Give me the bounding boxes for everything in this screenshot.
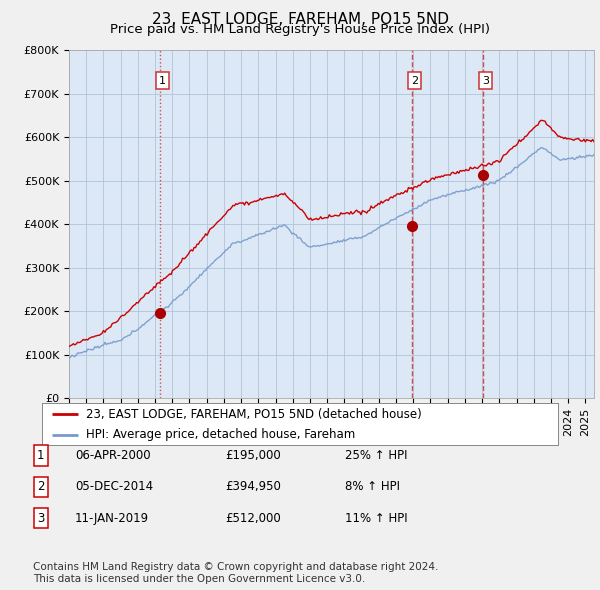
Text: 06-APR-2000: 06-APR-2000 (75, 449, 151, 462)
Text: 8% ↑ HPI: 8% ↑ HPI (345, 480, 400, 493)
Text: 2: 2 (37, 480, 44, 493)
Text: Contains HM Land Registry data © Crown copyright and database right 2024.
This d: Contains HM Land Registry data © Crown c… (33, 562, 439, 584)
Text: 3: 3 (482, 76, 489, 86)
Text: HPI: Average price, detached house, Fareham: HPI: Average price, detached house, Fare… (86, 428, 355, 441)
Text: 23, EAST LODGE, FAREHAM, PO15 5ND (detached house): 23, EAST LODGE, FAREHAM, PO15 5ND (detac… (86, 408, 422, 421)
Text: 1: 1 (159, 76, 166, 86)
Text: 11-JAN-2019: 11-JAN-2019 (75, 512, 149, 525)
Text: 3: 3 (37, 512, 44, 525)
Text: £195,000: £195,000 (225, 449, 281, 462)
Text: 05-DEC-2014: 05-DEC-2014 (75, 480, 153, 493)
Text: 2: 2 (411, 76, 418, 86)
Text: Price paid vs. HM Land Registry's House Price Index (HPI): Price paid vs. HM Land Registry's House … (110, 23, 490, 36)
Text: 1: 1 (37, 449, 44, 462)
Text: £512,000: £512,000 (225, 512, 281, 525)
Text: 25% ↑ HPI: 25% ↑ HPI (345, 449, 407, 462)
Text: £394,950: £394,950 (225, 480, 281, 493)
Text: 11% ↑ HPI: 11% ↑ HPI (345, 512, 407, 525)
Text: 23, EAST LODGE, FAREHAM, PO15 5ND: 23, EAST LODGE, FAREHAM, PO15 5ND (151, 12, 449, 27)
